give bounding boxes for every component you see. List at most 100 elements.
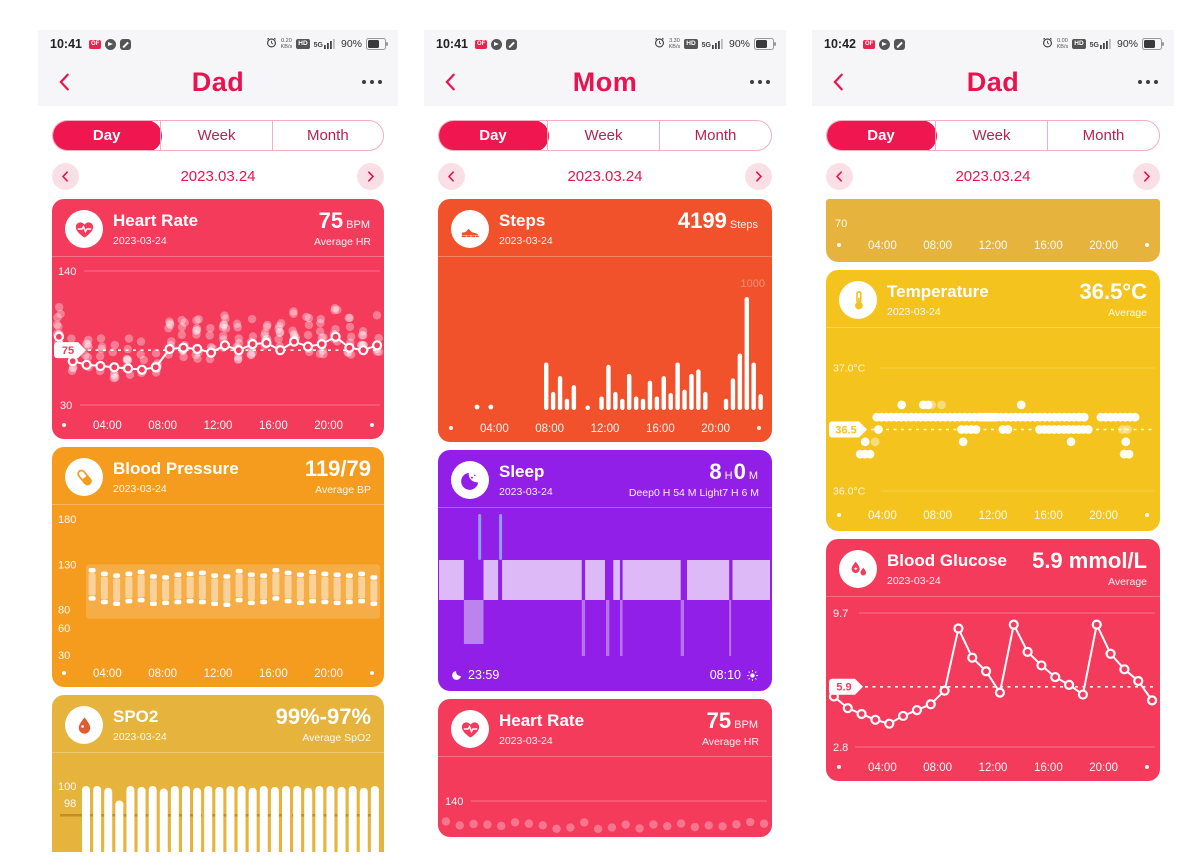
svg-text:1000: 1000 — [741, 278, 765, 290]
spo2-card[interactable]: SPO2 2023-03-24 99%-97% Average SpO2 100 98 — [52, 695, 384, 852]
status-time: 10:41 — [50, 37, 82, 51]
svg-text:9.7: 9.7 — [833, 608, 848, 620]
blood-glucose-card[interactable]: Blood Glucose 2023-03-24 5.9 mmol/L Averag… — [826, 539, 1160, 781]
heart-rate-chart-partial: 140 — [441, 796, 769, 834]
metric-value: 75 BPM — [318, 208, 370, 233]
tab-day[interactable]: Day — [827, 121, 937, 150]
svg-text:04:00: 04:00 — [868, 240, 897, 252]
battery-icon — [1142, 38, 1164, 50]
more-menu-button[interactable] — [742, 79, 770, 85]
svg-text:37.0°C: 37.0°C — [833, 363, 866, 375]
status-time: 10:41 — [436, 37, 468, 51]
thermometer-icon — [839, 281, 877, 319]
current-date: 2023.03.24 — [955, 168, 1031, 185]
nav-header: Mom — [424, 58, 786, 106]
heart-rate-chart: 140 30 75 04:00 08:00 12:00 16:00 20:00 — [52, 266, 384, 432]
temperature-card[interactable]: Temperature 2023-03-24 36.5°C Average 37.0… — [826, 270, 1160, 531]
app-notification-icon — [894, 38, 906, 50]
svg-text:08:00: 08:00 — [535, 423, 564, 435]
next-date-button[interactable] — [1133, 163, 1160, 190]
more-menu-button[interactable] — [354, 79, 382, 85]
svg-text:5.9: 5.9 — [836, 682, 851, 694]
prev-date-button[interactable] — [826, 163, 853, 190]
sleep-moon-icon — [451, 461, 489, 499]
tab-month[interactable]: Month — [271, 121, 383, 150]
tab-month[interactable]: Month — [659, 121, 771, 150]
blood-pressure-icon — [65, 458, 103, 496]
alarm-clock-icon — [654, 35, 665, 53]
tab-week[interactable]: Week — [160, 121, 271, 150]
svg-text:140: 140 — [445, 796, 463, 808]
svg-text:08:00: 08:00 — [923, 240, 952, 252]
tab-week[interactable]: Week — [547, 121, 659, 150]
tab-week[interactable]: Week — [935, 121, 1047, 150]
alarm-clock-icon — [266, 35, 277, 53]
blood-pressure-card[interactable]: Blood Pressure 2023-03-24 119/79 Average B… — [52, 447, 384, 687]
svg-text:180: 180 — [58, 514, 76, 526]
app-notification-icon — [120, 38, 132, 50]
sleep-start-time: 23:59 — [468, 668, 500, 682]
svg-text:08:00: 08:00 — [148, 668, 177, 680]
more-menu-button[interactable] — [1130, 79, 1158, 85]
svg-text:70: 70 — [835, 218, 847, 230]
period-tabs: Day Week Month — [52, 120, 384, 151]
svg-text:12:00: 12:00 — [979, 240, 1008, 252]
steps-card[interactable]: Steps 2023-03-24 4199 Steps 1000 04:00 08:00… — [438, 199, 772, 442]
signal-icon: 5G — [314, 39, 335, 49]
sleep-card[interactable]: Sleep 2023-03-24 8 H0 M Deep0 H 54 M Light7 … — [438, 450, 772, 691]
blood-glucose-icon — [839, 550, 877, 588]
heart-rate-card[interactable]: Heart Rate 2023-03-24 75 BPM Average HR 140… — [52, 199, 384, 439]
battery-percent: 90% — [728, 38, 750, 50]
hd-badge-icon: HD — [1072, 39, 1086, 49]
sleep-chart — [439, 514, 771, 656]
back-button[interactable] — [54, 71, 82, 93]
metric-value: 75 BPM — [706, 708, 758, 733]
hd-badge-icon: HD — [296, 39, 310, 49]
svg-text:12:00: 12:00 — [204, 668, 233, 680]
svg-text:04:00: 04:00 — [93, 668, 122, 680]
phone-panel-dad-right: 10:42 OF 0.00 KB/s HD 5G 90% Dad Day Week… — [812, 30, 1174, 852]
carrier-badge-icon: OF — [474, 39, 488, 49]
back-button[interactable] — [828, 71, 856, 93]
prev-date-button[interactable] — [438, 163, 465, 190]
svg-text:20:00: 20:00 — [314, 420, 343, 432]
svg-text:12:00: 12:00 — [979, 762, 1008, 774]
svg-text:30: 30 — [60, 400, 72, 412]
next-date-button[interactable] — [745, 163, 772, 190]
svg-text:98: 98 — [64, 798, 76, 810]
prev-date-button[interactable] — [52, 163, 79, 190]
battery-percent: 90% — [1116, 38, 1138, 50]
metric-value: 4199 Steps — [677, 208, 758, 233]
heart-rate-card[interactable]: Heart Rate 2023-03-24 75 BPM Average HR 140 — [438, 699, 772, 837]
svg-text:16:00: 16:00 — [259, 420, 288, 432]
alarm-clock-icon — [1042, 35, 1053, 53]
notification-icon — [879, 38, 891, 50]
blood-pressure-chart: 180 130 80 60 30 04:00 08:00 12:00 16:00 20:00 — [58, 514, 380, 680]
svg-text:80: 80 — [58, 605, 70, 617]
date-navigation: 2023.03.24 — [826, 163, 1160, 190]
metric-value: 5.9 mmol/L — [1032, 548, 1147, 573]
phone-panel-mom: 10:41 OF 3.30 KB/s HD 5G 90% Mom Day Week… — [424, 30, 786, 862]
page-title: Dad — [966, 66, 1020, 97]
carrier-badge-icon: OF — [88, 39, 102, 49]
sleep-end-time: 08:10 — [709, 668, 741, 682]
tab-day[interactable]: Day — [439, 121, 549, 150]
spo2-card-partial[interactable]: 70 04:00 08:00 12:00 16:00 20:00 — [826, 199, 1160, 262]
svg-text:16:00: 16:00 — [1034, 510, 1063, 522]
svg-text:04:00: 04:00 — [480, 423, 509, 435]
tab-month[interactable]: Month — [1047, 121, 1159, 150]
next-date-button[interactable] — [357, 163, 384, 190]
back-button[interactable] — [440, 71, 468, 93]
svg-text:20:00: 20:00 — [1089, 240, 1118, 252]
svg-text:04:00: 04:00 — [93, 420, 122, 432]
svg-text:20:00: 20:00 — [1089, 510, 1118, 522]
battery-icon — [366, 38, 388, 50]
tab-day[interactable]: Day — [53, 121, 162, 150]
signal-icon: 5G — [1090, 39, 1111, 49]
current-date: 2023.03.24 — [567, 168, 643, 185]
svg-text:16:00: 16:00 — [1034, 240, 1063, 252]
status-bar: 10:42 OF 0.00 KB/s HD 5G 90% — [812, 30, 1174, 58]
svg-text:60: 60 — [58, 623, 70, 635]
